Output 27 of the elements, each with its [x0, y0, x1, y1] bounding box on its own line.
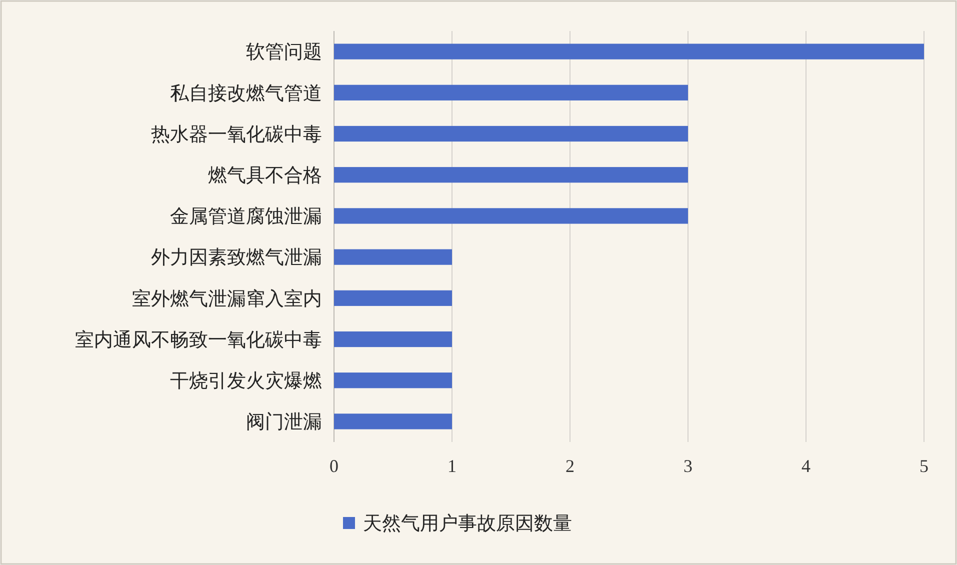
x-tick-label: 2 — [566, 456, 574, 476]
bar — [334, 44, 924, 60]
y-tick-label: 阀门泄漏 — [246, 411, 322, 434]
x-tick-label: 5 — [920, 456, 928, 476]
bar — [334, 84, 688, 100]
y-tick-label: 软管问题 — [246, 42, 322, 64]
bar — [334, 126, 688, 142]
y-tick-label: 外力因素致燃气泄漏 — [151, 248, 322, 269]
y-tick-label: 室外燃气泄漏窜入室内 — [132, 288, 322, 310]
bar — [334, 290, 452, 306]
bar — [334, 167, 688, 183]
y-tick-label: 室内通风不畅致一氧化碳中毒 — [75, 328, 322, 351]
y-tick-label: 私自接改燃气管道 — [170, 83, 322, 104]
x-tick-label: 4 — [802, 456, 810, 476]
x-tick-label: 1 — [448, 456, 456, 476]
bar — [334, 208, 688, 224]
x-tick-label: 3 — [684, 456, 692, 476]
bar — [334, 414, 452, 430]
y-tick-label: 热水器一氧化碳中毒 — [151, 124, 322, 146]
y-tick-label: 干烧引发火灾爆燃 — [170, 370, 322, 392]
bar — [334, 249, 452, 265]
x-tick-label: 0 — [330, 456, 338, 476]
bar — [334, 372, 452, 388]
y-tick-label: 燃气具不合格 — [208, 166, 322, 186]
legend-label: 天然气用户事故原因数量 — [363, 512, 572, 535]
y-tick-label: 金属管道腐蚀泄漏 — [170, 206, 322, 228]
bar — [334, 331, 452, 348]
